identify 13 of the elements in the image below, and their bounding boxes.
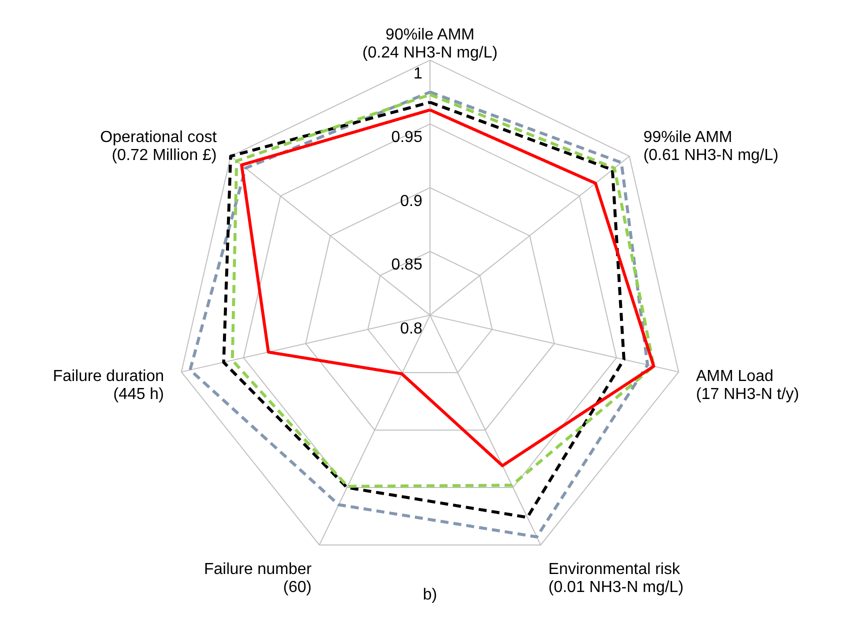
spoke-label: 90%ile AMM (0.24 NH3-N mg/L) <box>362 26 498 62</box>
spoke-label: AMM Load (17 NH3-N t/y) <box>696 368 800 403</box>
spoke-label: Failure duration (445 h) <box>52 368 164 403</box>
spoke-label: Environmental risk (0.01 NH3-N mg/L) <box>548 561 684 596</box>
spoke-label: Failure number (60) <box>204 561 312 596</box>
text: b) <box>422 586 438 604</box>
y-tick-label: 1 <box>413 65 422 82</box>
y-tick-label: 0.8 <box>400 320 422 338</box>
y-tick-label: 0.85 <box>391 256 422 274</box>
spoke-label: 99%ile AMM (0.61 NH3-N mg/L) <box>643 129 778 164</box>
y-tick-label: 0.9 <box>400 192 422 210</box>
y-tick-label: 0.95 <box>391 129 422 146</box>
spoke-label: Operational cost (0.72 Million £) <box>100 129 218 164</box>
